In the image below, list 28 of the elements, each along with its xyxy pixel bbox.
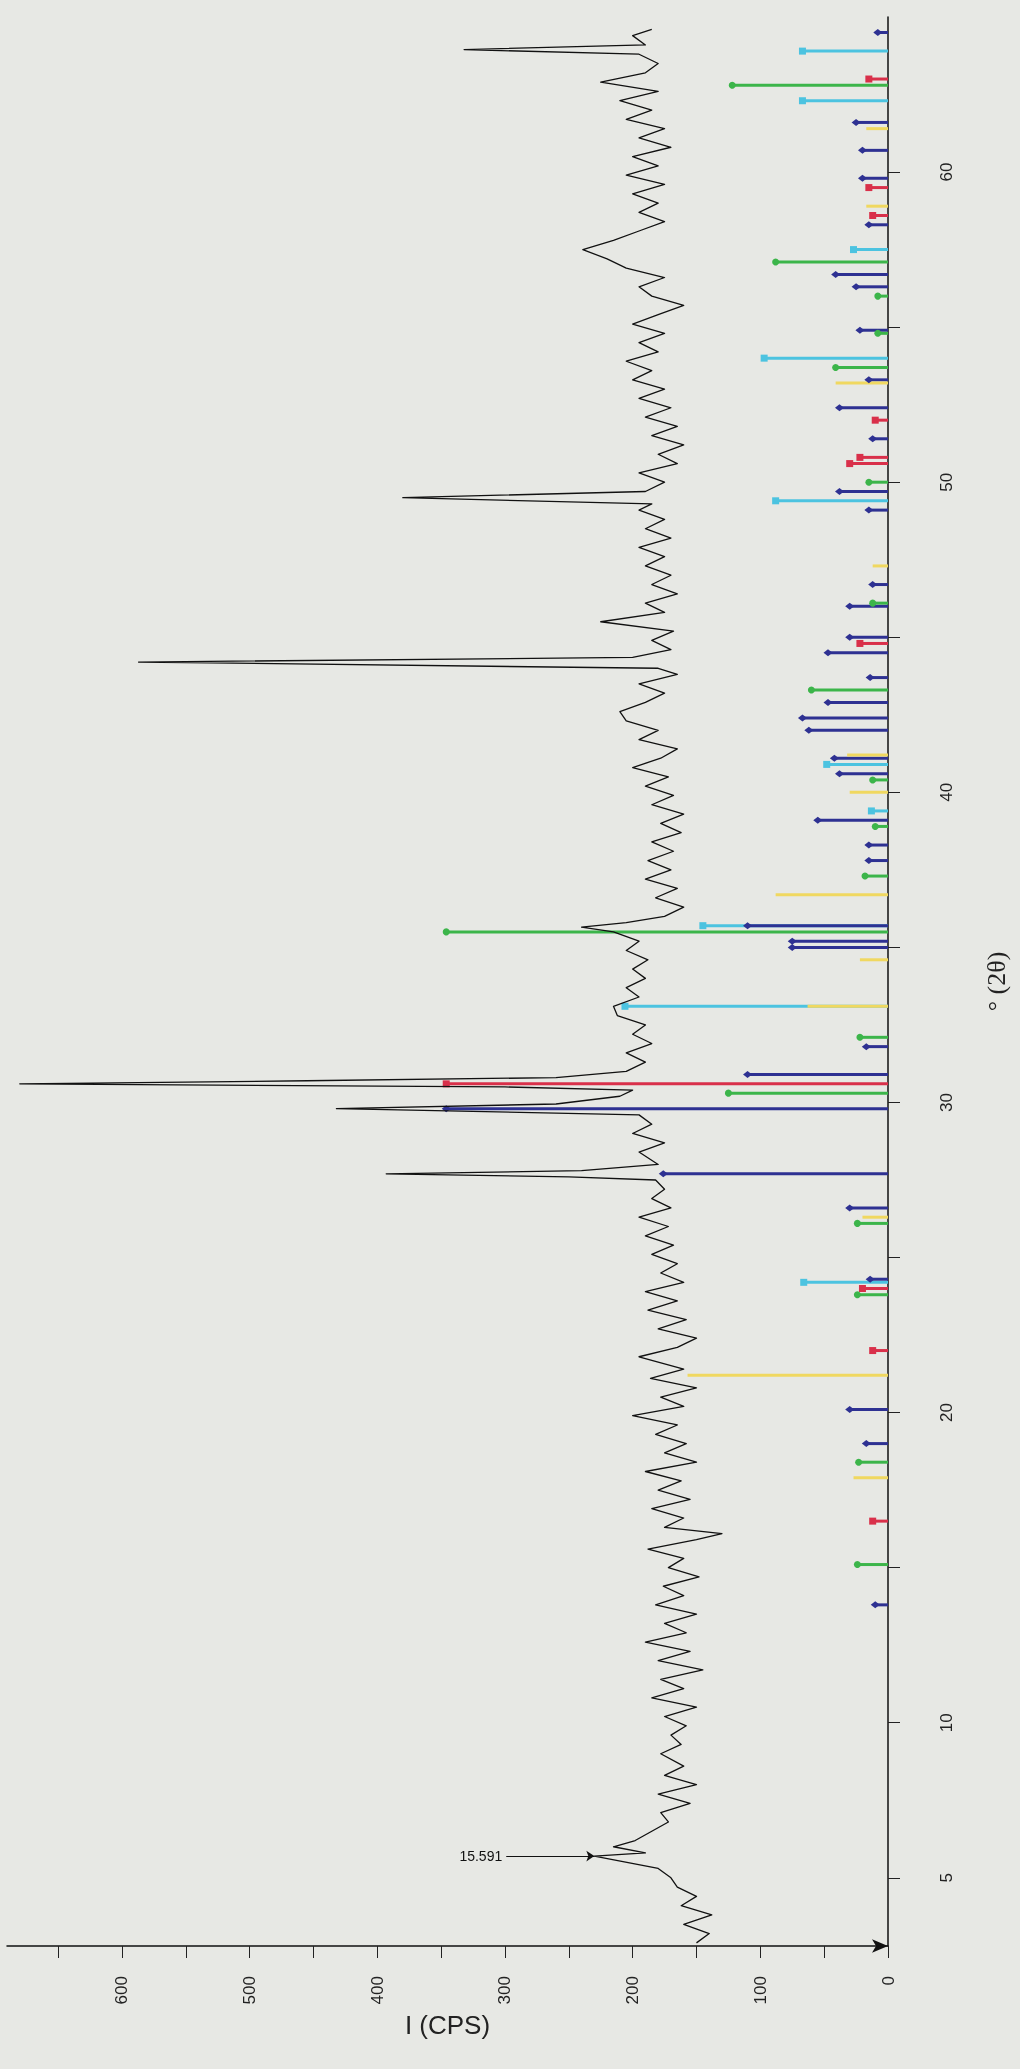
bar [687,1373,888,1377]
y-tick-label: 20 [937,1403,956,1423]
y-tick-label: 10 [937,1713,956,1733]
x-axis-title: I (CPS) [404,2010,491,2041]
x-tick-label: 200 [623,1976,643,2005]
y-tick-label: 50 [937,472,956,492]
bar [775,893,888,897]
bar [862,1215,888,1219]
y-tick-label: 30 [937,1092,956,1112]
x-tick-label: 500 [240,1976,260,2005]
annotation: 15.591 [459,1848,503,1865]
bar [859,958,888,962]
bar [807,1004,888,1008]
x-tick-label: 600 [112,1976,132,2005]
y-axis-title: ° (2θ) [981,951,1011,1012]
x-tick-label: 100 [750,1976,770,2005]
bar [866,127,888,131]
y-tick-label: 40 [937,782,956,802]
bar [872,564,888,568]
bar [835,381,888,385]
y-tick-label: 5 [937,1873,956,1883]
x-tick-label: 300 [495,1976,515,2005]
bar [866,204,888,208]
bar [853,1476,888,1480]
x-tick-label: 400 [367,1976,387,2005]
x-tick-label: 0 [878,1976,898,1986]
bar [849,790,888,794]
y-tick-label: 60 [937,162,956,182]
